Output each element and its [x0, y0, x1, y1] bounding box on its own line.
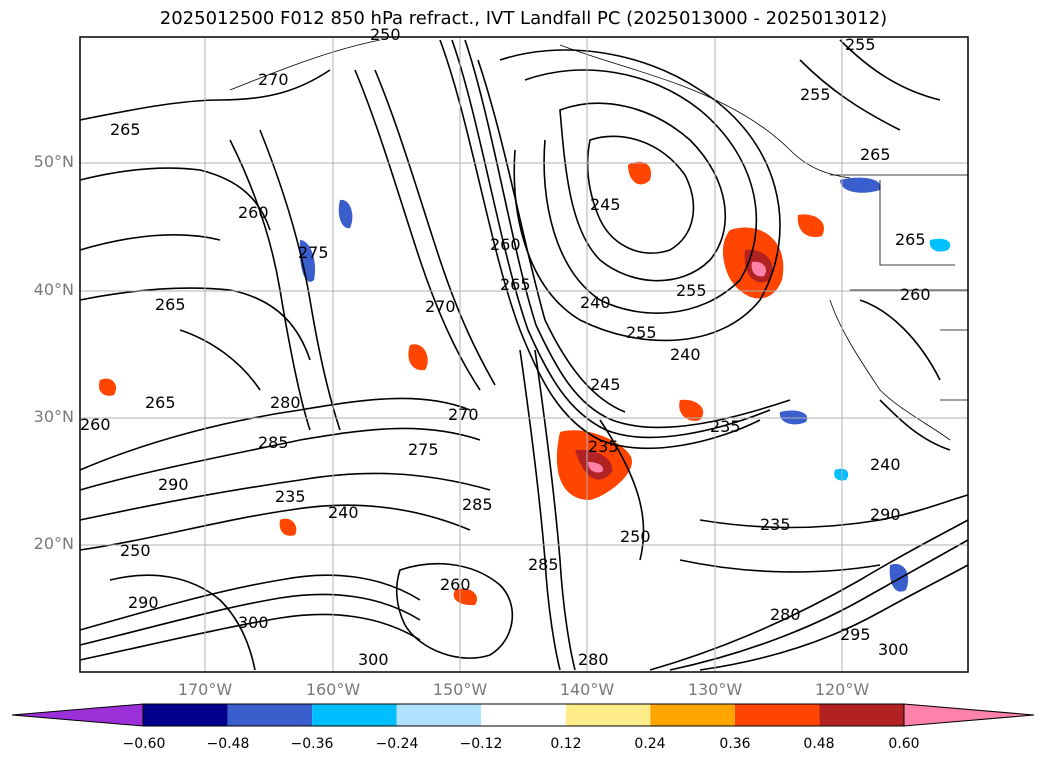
- contour-label: 265: [145, 393, 176, 412]
- shading-layer: [98, 161, 951, 606]
- contour-label: 255: [626, 323, 657, 342]
- contour-label: 265: [500, 275, 531, 294]
- contour-label: 290: [158, 475, 189, 494]
- contour-label: 265: [895, 230, 926, 249]
- contour-label: 285: [528, 555, 559, 574]
- contour-label: 265: [155, 295, 186, 314]
- contour-label: 265: [860, 145, 891, 164]
- lat-label-40n: 40°N: [33, 280, 74, 299]
- colorbar-tick: 0.12: [550, 736, 582, 752]
- colorbar-tick: −0.24: [375, 736, 419, 752]
- lon-label-170w: 170°W: [177, 680, 233, 699]
- lon-label-150w: 150°W: [432, 680, 488, 699]
- contour-label: 275: [298, 243, 329, 262]
- colorbar-tick: −0.36: [290, 736, 334, 752]
- colorbar-cell: [565, 704, 651, 726]
- contour-label: 255: [676, 281, 707, 300]
- contour-label: 300: [358, 650, 389, 669]
- colorbar-cell: [481, 704, 566, 726]
- contour-label: 270: [448, 405, 479, 424]
- contour-label: 260: [238, 203, 269, 222]
- contour-label: 295: [840, 625, 871, 644]
- contour-label: 280: [578, 650, 609, 669]
- lat-label-30n: 30°N: [33, 407, 74, 426]
- colorbar-tick: −0.60: [122, 736, 166, 752]
- colorbar-cell: [227, 704, 313, 726]
- contour-label: 255: [800, 85, 831, 104]
- gridlines: [80, 37, 968, 672]
- contour-label: 280: [770, 605, 801, 624]
- lat-label-50n: 50°N: [33, 152, 74, 171]
- contour-label: 275: [408, 440, 439, 459]
- contour-label: 270: [425, 297, 456, 316]
- contour-label: 285: [462, 495, 493, 514]
- colorbar-extend-low: [11, 703, 144, 727]
- lon-label-140w: 140°W: [559, 680, 615, 699]
- contour-label: 240: [670, 345, 701, 364]
- contour-label: 260: [490, 235, 521, 254]
- contour-label: 270: [258, 70, 289, 89]
- contour-label: 300: [238, 613, 269, 632]
- contour-label: 235: [760, 515, 791, 534]
- map-title: 2025012500 F012 850 hPa refract., IVT La…: [159, 8, 888, 29]
- contour-label: 285: [258, 433, 289, 452]
- colorbar-tick: 0.36: [719, 736, 751, 752]
- lon-label-160w: 160°W: [305, 680, 361, 699]
- colorbar-cell: [396, 704, 482, 726]
- lon-label-120w: 120°W: [814, 680, 870, 699]
- lat-label-20n: 20°N: [33, 534, 74, 553]
- colorbar-extend-high: [903, 703, 1035, 727]
- colorbar-tick: −0.12: [459, 736, 503, 752]
- contour-label: 250: [620, 527, 651, 546]
- colorbar-tick: 0.24: [634, 736, 666, 752]
- contour-label: 260: [900, 285, 931, 304]
- lon-label-130w: 130°W: [687, 680, 743, 699]
- colorbar-cell: [650, 704, 735, 726]
- contour-label: 300: [878, 640, 909, 659]
- contour-label: 260: [440, 575, 471, 594]
- contour-label: 235: [588, 437, 619, 456]
- colorbar-cell: [312, 704, 397, 726]
- contour-label: 250: [120, 541, 151, 560]
- map-frame: [79, 36, 969, 673]
- contour-label: 255: [845, 35, 876, 54]
- contour-label: 290: [870, 505, 901, 524]
- colorbar-cell: [819, 704, 904, 726]
- colorbar-cell: [143, 704, 228, 726]
- colorbar-cell: [734, 704, 820, 726]
- contour-label: 245: [590, 375, 621, 394]
- contour-label: 245: [590, 195, 621, 214]
- contour-label: 240: [328, 503, 359, 522]
- colorbar-tick: 0.48: [803, 736, 835, 752]
- contour-label: 240: [870, 455, 901, 474]
- contour-label: 235: [710, 417, 741, 436]
- colorbar-tick: 0.60: [888, 736, 920, 752]
- contour-label: 265: [110, 120, 141, 139]
- coastline-layer: [229, 39, 968, 441]
- contour-label: 290: [128, 593, 159, 612]
- colorbar-tick: −0.48: [206, 736, 250, 752]
- contour-label: 240: [580, 293, 611, 312]
- map-canvas: 270 265 260 275 265 265 260 280 285 290 …: [79, 25, 969, 673]
- contour-label: 250: [370, 25, 401, 44]
- contour-labels: 270 265 260 275 265 265 260 280 285 290 …: [80, 25, 931, 669]
- contour-layer: [79, 39, 969, 671]
- colorbar: [11, 703, 1035, 727]
- contour-label: 260: [80, 415, 111, 434]
- contour-label: 280: [270, 393, 301, 412]
- colorbar-frame: [142, 703, 905, 727]
- contour-label: 235: [275, 487, 306, 506]
